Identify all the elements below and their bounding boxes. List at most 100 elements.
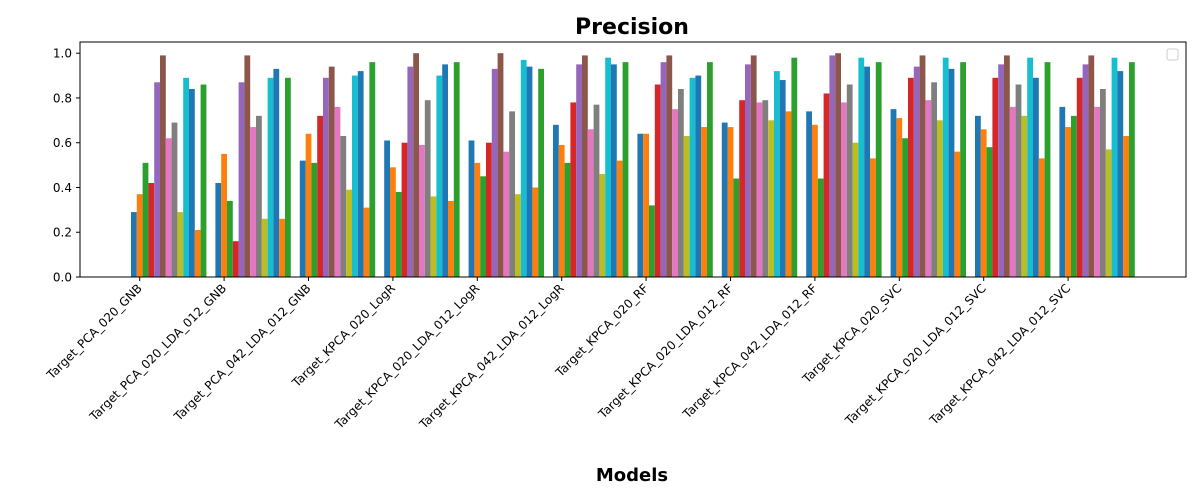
bar-s1-g5 (558, 144, 565, 277)
bar-s9-g5 (605, 57, 611, 277)
bar-s10-g1 (273, 68, 280, 277)
bar-s4-g4 (491, 68, 498, 277)
bar-s0-g7 (721, 122, 728, 277)
bar-s8-g11 (1105, 149, 1112, 277)
bar-s3-g3 (401, 142, 408, 277)
bar-s12-g1 (285, 77, 291, 277)
x-axis-title: Models (596, 465, 668, 486)
bar-s8-g7 (768, 120, 774, 277)
bar-s11-g2 (363, 207, 370, 277)
bar-s4-g6 (660, 62, 667, 277)
bar-s6-g4 (503, 151, 510, 277)
bar-s1-g0 (136, 194, 143, 277)
bar-s1-g3 (390, 167, 396, 277)
bar-s9-g8 (858, 57, 865, 277)
bar-s12-g10 (1044, 62, 1051, 277)
bar-s12-g0 (200, 84, 207, 278)
bar-s3-g1 (232, 241, 239, 277)
bar-s10-g0 (189, 89, 195, 277)
bar-s2-g5 (564, 162, 571, 277)
bar-s7-g11 (1100, 89, 1106, 277)
bar-s3-g4 (486, 142, 492, 277)
bar-s11-g0 (194, 230, 201, 277)
legend-box (1166, 48, 1179, 61)
bar-s3-g2 (317, 115, 323, 277)
bar-s5-g4 (497, 53, 504, 277)
bar-s6-g3 (419, 144, 425, 277)
bar-s8-g8 (852, 142, 859, 277)
bar-s10-g5 (611, 64, 617, 277)
bar-s11-g9 (954, 151, 961, 277)
bar-s10-g9 (948, 68, 955, 277)
bar-s10-g2 (357, 71, 364, 277)
bar-s5-g3 (413, 53, 419, 277)
bar-s4-g0 (154, 82, 160, 277)
bar-s1-g10 (980, 129, 987, 277)
bar-s5-g0 (160, 55, 166, 278)
bar-s9-g0 (183, 77, 189, 277)
bar-s6-g10 (1009, 106, 1016, 278)
bar-s8-g0 (177, 212, 184, 277)
bar-s6-g8 (841, 102, 847, 278)
bar-s3-g10 (992, 77, 999, 277)
bar-s2-g8 (817, 178, 824, 277)
bar-s0-g11 (1059, 106, 1066, 278)
bar-s7-g2 (340, 136, 347, 277)
bar-s2-g9 (902, 138, 908, 277)
y-axis: 0.0 0.2 0.4 0.6 0.8 1.0 (53, 47, 80, 285)
bar-s0-g1 (215, 183, 222, 277)
bar-s12-g9 (960, 62, 966, 277)
bar-s9-g4 (520, 59, 527, 278)
bar-s5-g7 (750, 55, 757, 278)
bar-s7-g9 (931, 82, 937, 277)
bar-s12-g6 (707, 62, 713, 277)
bar-s4-g11 (1082, 64, 1089, 277)
bar-s1-g4 (474, 162, 481, 277)
bar-s8-g2 (346, 189, 352, 277)
bar-s6-g5 (587, 129, 594, 277)
bar-s2-g2 (311, 162, 318, 277)
bar-s7-g4 (509, 111, 515, 277)
bar-s0-g4 (468, 140, 475, 277)
bar-s6-g7 (756, 102, 763, 278)
bar-s7-g1 (256, 115, 262, 277)
bar-s8-g1 (261, 218, 268, 277)
bar-s2-g3 (395, 191, 402, 277)
bar-s8-g3 (430, 196, 437, 277)
y-tick-label: 0.2 (53, 226, 72, 240)
bar-s4-g8 (829, 55, 836, 278)
bar-s4-g1 (238, 82, 245, 277)
bar-s7-g0 (171, 122, 178, 277)
bar-s9-g6 (689, 77, 696, 277)
bar-s5-g6 (666, 55, 673, 278)
bar-s0-g10 (975, 115, 981, 277)
bar-s7-g10 (1015, 84, 1022, 278)
bar-s5-g1 (244, 55, 251, 278)
bar-s10-g6 (695, 75, 702, 277)
bar-group (131, 53, 1135, 278)
bar-s11-g7 (785, 111, 792, 277)
bar-s6-g11 (1094, 106, 1100, 278)
bar-s0-g8 (806, 111, 812, 277)
bar-s11-g4 (532, 187, 539, 277)
bar-s12-g3 (453, 62, 460, 277)
bar-s1-g1 (221, 153, 227, 277)
bar-s6-g2 (334, 106, 341, 278)
bar-s3-g0 (148, 183, 155, 277)
bar-s11-g1 (279, 218, 285, 277)
bar-s4-g3 (407, 66, 414, 278)
bar-s10-g3 (442, 64, 448, 277)
bar-s6-g6 (672, 109, 678, 277)
bar-s7-g5 (593, 104, 600, 277)
y-tick-label: 0.6 (53, 136, 72, 150)
bar-s0-g6 (637, 133, 644, 277)
bar-s1-g7 (727, 127, 734, 277)
bar-s2-g1 (227, 200, 233, 277)
bar-s7-g3 (424, 100, 431, 277)
bar-s8-g4 (515, 194, 521, 277)
bar-s0-g2 (299, 160, 306, 277)
bar-s11-g11 (1123, 136, 1129, 277)
bar-s8-g10 (1021, 115, 1028, 277)
bar-s2-g6 (649, 205, 655, 277)
